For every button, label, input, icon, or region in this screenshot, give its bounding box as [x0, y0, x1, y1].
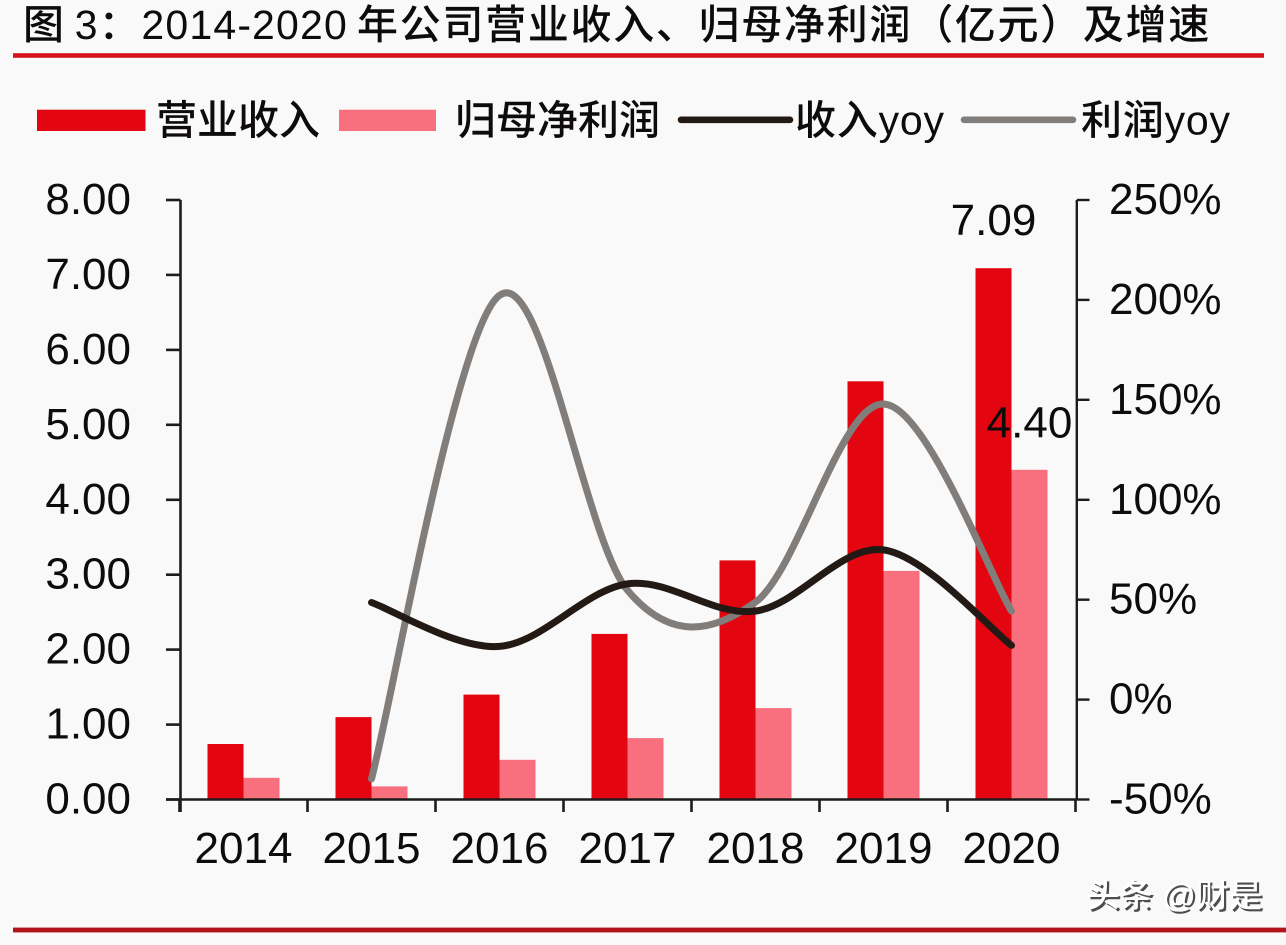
svg-text:2015: 2015	[323, 824, 421, 873]
svg-text:5.00: 5.00	[45, 400, 131, 449]
svg-text:150%: 150%	[1109, 375, 1222, 424]
svg-text:2019: 2019	[835, 824, 933, 873]
svg-text:50%: 50%	[1109, 575, 1197, 624]
svg-text:4.40: 4.40	[987, 399, 1073, 448]
svg-text:3.00: 3.00	[45, 550, 131, 599]
svg-text:2020: 2020	[963, 824, 1061, 873]
svg-text:7.09: 7.09	[951, 196, 1037, 245]
svg-text:200%: 200%	[1109, 275, 1222, 324]
svg-text:4.00: 4.00	[45, 475, 131, 524]
svg-text:7.00: 7.00	[45, 250, 131, 299]
svg-text:100%: 100%	[1109, 475, 1222, 524]
svg-text:2.00: 2.00	[45, 625, 131, 674]
svg-text:-50%: -50%	[1109, 775, 1212, 824]
svg-text:0%: 0%	[1109, 675, 1173, 724]
svg-text:1.00: 1.00	[45, 700, 131, 749]
svg-text:2014: 2014	[195, 824, 293, 873]
svg-text:8.00: 8.00	[45, 175, 131, 224]
svg-text:2018: 2018	[707, 824, 805, 873]
svg-text:2016: 2016	[451, 824, 549, 873]
svg-text:250%: 250%	[1109, 175, 1222, 224]
svg-text:6.00: 6.00	[45, 325, 131, 374]
svg-text:0.00: 0.00	[45, 775, 131, 824]
svg-text:2017: 2017	[579, 824, 677, 873]
